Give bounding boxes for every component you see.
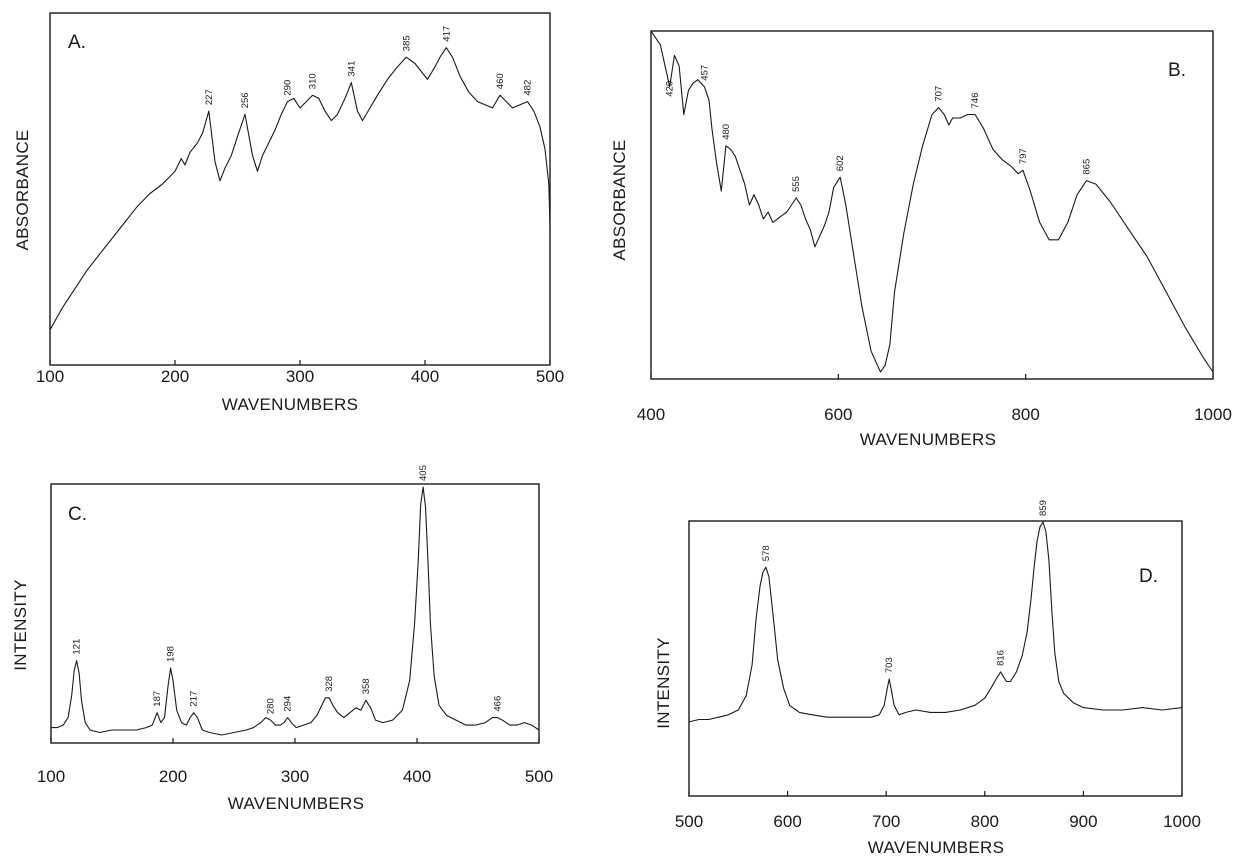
panel-d-x-tick-label: 1000 xyxy=(1163,812,1201,831)
panel-d-x-tick-label: 900 xyxy=(1069,812,1097,831)
panel-b-peak-label: 707 xyxy=(934,86,945,102)
panel-b-x-tick-label: 800 xyxy=(1011,405,1039,424)
panel-a-peak-label: 341 xyxy=(346,61,357,77)
panel-c-letter: C. xyxy=(68,504,87,525)
panel-c-y-axis-title: INTENSITY xyxy=(11,579,30,671)
panel-d-x-axis-title: WAVENUMBERS xyxy=(868,838,1004,857)
panel-d-peak-label: 578 xyxy=(761,545,772,561)
panel-c-spectrum-line xyxy=(51,486,540,736)
panel-d-frame xyxy=(688,520,1183,797)
panel-b-peak-label: 746 xyxy=(970,93,981,109)
panel-b-y-axis-title: ABSORBANCE xyxy=(610,139,629,260)
panel-c-x-tick-label: 500 xyxy=(525,767,553,786)
panel-d-x-tick-label: 500 xyxy=(675,812,703,831)
panel-d-x-tick-label: 600 xyxy=(773,812,801,831)
panel-d-intensity-chart: 500 600 700 800 900 1000 WAVENUMBERS INTENSITY D… xyxy=(654,500,1201,857)
panel-c-peak-label: 280 xyxy=(266,698,277,714)
panel-a-x-tick-label: 100 xyxy=(36,367,64,386)
panel-b-frame xyxy=(650,30,1214,380)
panel-a-absorbance-chart: 100 200 300 400 500 WAVENUMBERS ABSORBANCE A. 22… xyxy=(13,12,564,414)
panel-b-x-axis-title: WAVENUMBERS xyxy=(860,430,996,449)
panel-d-x-tick-label: 800 xyxy=(971,812,999,831)
panel-d-spectrum-line xyxy=(688,521,1183,723)
panel-c-peak-label: 187 xyxy=(152,691,163,707)
panel-a-peak-label: 482 xyxy=(523,80,534,96)
panel-a-x-tick-label: 400 xyxy=(411,367,439,386)
panel-c-x-tick-label: 100 xyxy=(37,767,65,786)
panel-a-x-axis-title: WAVENUMBERS xyxy=(222,395,358,414)
panel-b-x-tick-label: 1000 xyxy=(1194,405,1232,424)
panel-b-x-tick-label: 600 xyxy=(824,405,852,424)
panel-a-peak-label: 256 xyxy=(240,92,251,108)
panel-c-x-tick-label: 400 xyxy=(403,767,431,786)
panel-d-peak-label: 703 xyxy=(884,657,895,673)
panel-a-spectrum-line xyxy=(49,47,551,331)
panel-b-absorbance-chart: 400 600 800 1000 WAVENUMBERS ABSORBANCE B. 420 4… xyxy=(610,30,1232,449)
panel-a-y-axis-title: ABSORBANCE xyxy=(13,129,32,250)
panel-c-x-tick-label: 300 xyxy=(281,767,309,786)
panel-c-peak-label: 405 xyxy=(418,465,429,481)
panel-c-peak-label: 198 xyxy=(166,646,177,662)
panel-c-x-tick-label: 200 xyxy=(159,767,187,786)
panel-b-peak-label: 420 xyxy=(665,81,676,97)
panel-a-x-tick-label: 200 xyxy=(161,367,189,386)
panel-d-x-tick-label: 700 xyxy=(872,812,900,831)
panel-a-peak-label: 227 xyxy=(204,89,215,105)
panel-b-peak-label: 457 xyxy=(699,65,710,81)
panel-c-peak-label: 217 xyxy=(189,691,200,707)
panel-a-x-tick-label: 300 xyxy=(286,367,314,386)
panel-c-intensity-chart: 100 200 300 400 500 WAVENUMBERS INTENSITY C. 121… xyxy=(11,465,553,813)
panel-c-x-axis-title: WAVENUMBERS xyxy=(228,794,364,813)
panel-a-peak-label: 290 xyxy=(283,80,294,96)
panel-b-peak-label: 865 xyxy=(1082,159,1093,175)
panel-c-peak-label: 294 xyxy=(283,696,294,712)
panel-b-x-tick-label: 400 xyxy=(637,405,665,424)
panel-d-y-axis-title: INTENSITY xyxy=(654,637,673,729)
panel-a-peak-label: 310 xyxy=(308,73,319,89)
panel-b-peak-label: 555 xyxy=(791,176,802,192)
panel-c-peak-label: 358 xyxy=(361,678,372,694)
panel-a-x-tick-label: 500 xyxy=(536,367,564,386)
panel-a-peak-label: 460 xyxy=(495,73,506,89)
panel-c-peak-label: 328 xyxy=(324,676,335,692)
panel-b-peak-label: 602 xyxy=(835,155,846,171)
panel-b-letter: B. xyxy=(1168,60,1186,81)
panel-a-letter: A. xyxy=(68,32,86,53)
panel-d-peak-label: 859 xyxy=(1038,500,1049,516)
panel-c-peak-label: 121 xyxy=(72,639,83,655)
panel-d-letter: D. xyxy=(1139,566,1158,587)
panel-a-peak-label: 385 xyxy=(401,35,412,51)
panel-d-peak-label: 816 xyxy=(996,650,1007,666)
panel-a-frame xyxy=(49,12,551,366)
panel-b-peak-label: 797 xyxy=(1018,148,1029,164)
panel-c-frame xyxy=(50,483,540,744)
panel-b-peak-label: 480 xyxy=(721,124,732,140)
panel-a-peak-label: 417 xyxy=(441,26,452,42)
panel-b-spectrum-line xyxy=(650,30,1214,373)
panel-c-peak-label: 466 xyxy=(493,696,504,712)
